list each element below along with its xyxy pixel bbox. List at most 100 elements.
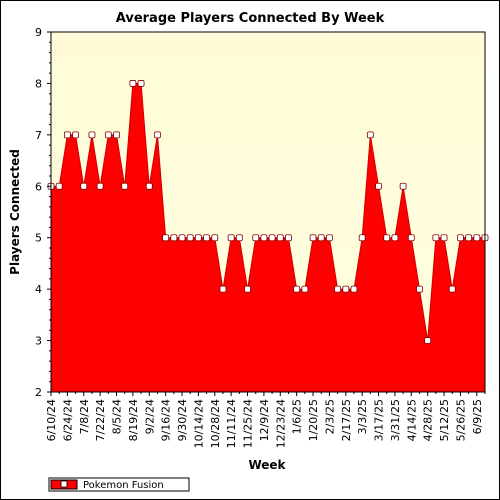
x-tick-label: 12/23/24 [274,399,287,448]
data-point [170,234,178,242]
y-axis: 2 3 4 5 6 7 8 9 [35,26,51,399]
y-tick-label: 6 [35,180,42,193]
x-tick-label: 7/22/24 [94,399,107,441]
x-tick-label: 9/2/24 [143,399,156,434]
x-tick-label: 4/28/25 [422,399,435,441]
x-tick-label: 10/28/24 [209,399,222,448]
data-point [326,234,333,242]
x-tick-label: 3/31/25 [389,399,402,441]
y-tick-label: 3 [35,335,42,348]
data-point [186,234,194,242]
data-point [285,234,292,242]
data-point [162,234,170,242]
data-point [416,285,423,293]
y-tick-label: 4 [35,283,42,296]
data-point [366,131,374,139]
legend-box [48,477,190,492]
data-point [137,80,145,87]
legend: Pokemon Fusion [48,477,190,492]
data-point [88,131,96,139]
data-point [104,131,112,139]
data-point [72,131,79,139]
x-axis: 6/10/24 6/24/24 7/8/24 7/22/24 8/5/24 8/19/24… [45,392,486,448]
x-tick-label: 4/14/25 [405,399,418,441]
data-point [457,234,464,242]
y-tick-label: 2 [35,386,42,399]
data-point [350,285,358,293]
data-point [276,234,284,242]
data-point [309,234,317,242]
data-point [375,182,382,190]
area-layer [51,82,485,392]
data-point [448,285,456,293]
x-tick-label: 1/6/25 [291,399,304,434]
x-tick-label: 6/9/25 [471,399,484,434]
data-point [399,182,407,190]
x-tick-label: 5/12/25 [438,399,451,441]
data-point [473,234,481,242]
legend-marker [60,480,68,488]
x-tick-label: 2/17/25 [340,399,353,441]
data-point [244,285,251,293]
series-line [51,82,485,341]
data-point [383,234,391,242]
data-point [194,234,202,242]
data-point [203,234,210,242]
x-tick-label: 12/9/24 [258,399,271,441]
chart-title: Average Players Connected By Week [116,11,385,26]
data-point [121,182,129,190]
data-point [178,234,186,242]
data-point [55,182,63,190]
data-point [317,234,325,242]
legend-label: Pokemon Fusion [83,480,164,491]
plot-border [50,31,486,393]
x-tick-label: 1/20/25 [307,399,320,441]
x-tick-label: 5/26/25 [454,399,467,441]
x-tick-label: 7/8/24 [78,399,91,434]
data-point [113,131,120,139]
y-tick-label: 8 [35,77,42,90]
x-tick-label: 2/3/25 [323,399,336,434]
x-tick-label: 6/10/24 [45,399,58,441]
x-tick-label: 3/17/25 [373,399,386,441]
data-point [80,182,88,190]
x-tick-label: 6/24/24 [61,399,74,441]
data-point [252,234,260,242]
y-tick-label: 5 [35,232,42,245]
x-tick-label: 9/16/24 [160,399,173,441]
data-point [334,285,342,293]
data-point [342,285,350,293]
data-point [432,234,440,242]
x-tick-label: 8/19/24 [127,399,140,441]
data-point [219,285,227,293]
x-tick-label: 9/30/24 [176,399,189,441]
data-point [358,234,366,242]
y-tick-label: 7 [35,129,42,142]
data-point [407,234,415,242]
x-tick-label: 10/14/24 [192,399,205,448]
data-point [293,285,301,293]
data-point [63,131,71,139]
data-point [440,234,448,242]
data-point [301,285,309,293]
y-tick-label: 9 [35,26,42,39]
x-tick-label: 11/25/24 [242,399,255,448]
data-point [424,337,432,344]
x-tick-label: 3/3/25 [356,399,369,434]
data-point [465,234,473,242]
data-point [235,234,243,242]
data-point [260,234,268,242]
data-point [211,234,219,242]
data-point [129,80,137,87]
y-axis-title: Players Connected [8,149,22,275]
data-point [268,234,276,242]
data-point [96,182,104,190]
x-tick-label: 8/5/24 [111,399,124,434]
data-point [227,234,235,242]
data-point [391,234,399,242]
x-axis-title: Week [248,458,286,472]
data-point [145,182,153,190]
data-point [154,131,161,139]
x-tick-label: 11/11/24 [225,399,238,448]
